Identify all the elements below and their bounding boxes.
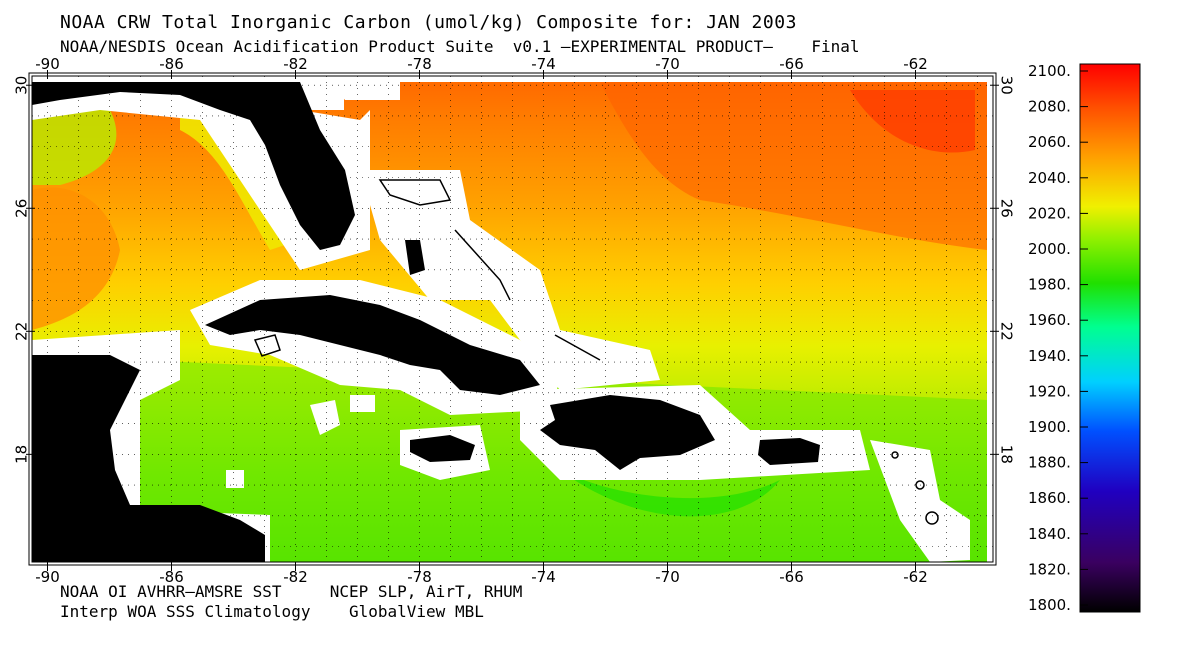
lon-tick-label: -86 — [159, 568, 184, 586]
lon-tick-label: -82 — [283, 568, 308, 586]
colorbar — [1079, 63, 1141, 613]
lat-tick-label: 18 — [998, 445, 1016, 464]
colorbar-tick-label: 2020. — [1028, 204, 1071, 222]
colorbar-tick-label: 2080. — [1028, 98, 1071, 116]
longitude-labels-top: -90 -86 -82 -78 -74 -70 -66 -62 — [35, 55, 928, 79]
colorbar-tick-label: 2040. — [1028, 169, 1071, 187]
lon-tick-label: -74 — [531, 568, 556, 586]
latitude-labels-left: 30 26 22 18 — [13, 76, 35, 464]
map-subtitle: NOAA/NESDIS Ocean Acidification Product … — [60, 37, 860, 56]
lon-tick-label: -70 — [655, 568, 680, 586]
lon-tick-label: -66 — [779, 568, 804, 586]
lon-tick-label: -78 — [407, 568, 432, 586]
lat-tick-label: 18 — [13, 445, 31, 464]
data-sources-line-2: Interp WOA SSS Climatology GlobalView MB… — [60, 602, 484, 621]
colorbar-tick-label: 2000. — [1028, 240, 1071, 258]
colorbar-tick-label: 1800. — [1028, 596, 1071, 614]
colorbar-tick-label: 1940. — [1028, 347, 1071, 365]
lon-tick-label: -66 — [779, 55, 804, 73]
data-sources-line-1: NOAA OI AVHRR–AMSRE SST NCEP SLP, AirT, … — [60, 582, 523, 601]
lon-tick-label: -78 — [407, 55, 432, 73]
lat-tick-label: 26 — [998, 199, 1016, 218]
lon-tick-label: -86 — [159, 55, 184, 73]
longitude-labels-bottom: -90 -86 -82 -78 -74 -70 -66 -62 — [35, 562, 928, 586]
lon-tick-label: -74 — [531, 55, 556, 73]
lat-tick-label: 30 — [13, 76, 31, 95]
lon-tick-label: -62 — [903, 568, 928, 586]
colorbar-tick-label: 1900. — [1028, 418, 1071, 436]
colorbar-tick-label: 1820. — [1028, 560, 1071, 578]
lon-tick-label: -70 — [655, 55, 680, 73]
colorbar-tick-label: 1880. — [1028, 454, 1071, 472]
lat-tick-label: 30 — [998, 76, 1016, 95]
colorbar-tick-label: 2060. — [1028, 133, 1071, 151]
lat-tick-label: 26 — [13, 199, 31, 218]
lon-tick-label: -82 — [283, 55, 308, 73]
lon-tick-label: -90 — [35, 568, 60, 586]
colorbar-tick-label: 1980. — [1028, 276, 1071, 294]
latitude-labels-right: 30 26 22 18 — [990, 76, 1016, 464]
colorbar-tick-label: 1840. — [1028, 525, 1071, 543]
colorbar-tick-label: 1960. — [1028, 311, 1071, 329]
lat-lon-grid — [32, 76, 993, 562]
colorbar-tick-label: 2100. — [1028, 62, 1071, 80]
lon-tick-label: -62 — [903, 55, 928, 73]
lat-tick-label: 22 — [13, 322, 31, 341]
lat-tick-label: 22 — [998, 322, 1016, 341]
land — [32, 82, 939, 562]
lon-tick-label: -90 — [35, 55, 60, 73]
map-inner-frame — [31, 75, 994, 563]
colorbar-tick-label: 1860. — [1028, 489, 1071, 507]
map-title: NOAA CRW Total Inorganic Carbon (umol/kg… — [60, 12, 797, 33]
colorbar-tick-label: 1920. — [1028, 382, 1071, 400]
map-frame — [28, 72, 997, 566]
colorbar-ticks: 2100. 2080. 2060. 2040. 2020. 2000. 1980. 1960.… — [1028, 62, 1088, 614]
